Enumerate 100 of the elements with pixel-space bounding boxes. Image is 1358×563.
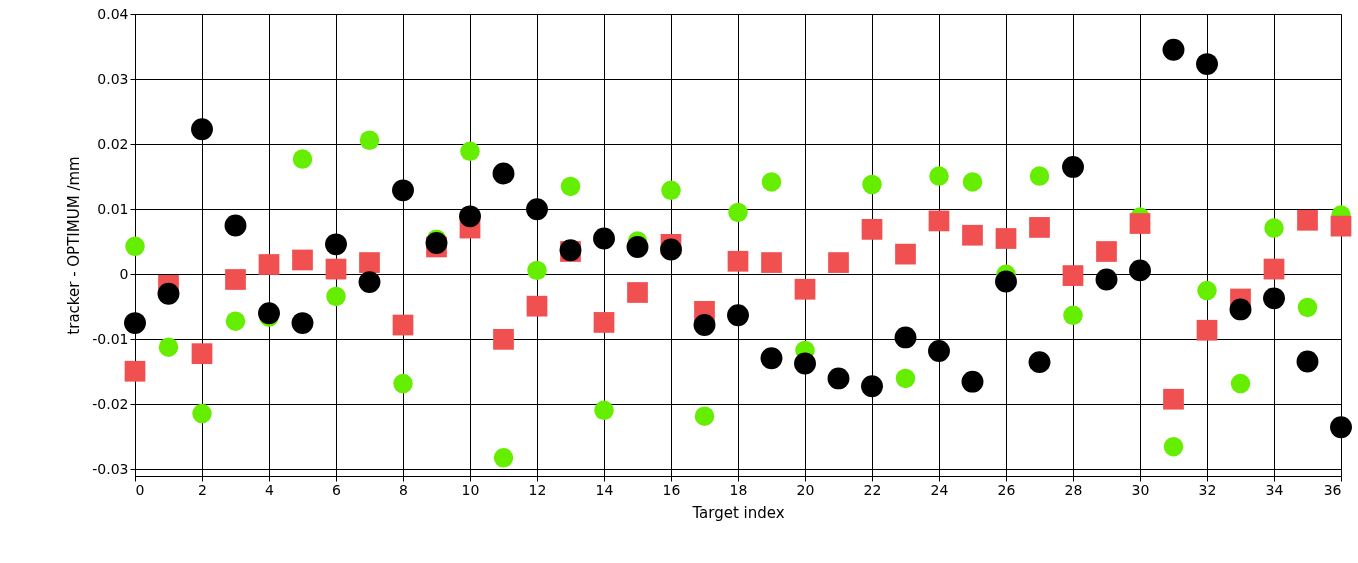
point (358, 271, 381, 294)
point (995, 228, 1017, 249)
point (393, 373, 413, 394)
point (761, 172, 782, 192)
point (359, 130, 380, 150)
y-tick-label: 0.04 (97, 5, 129, 22)
point (492, 162, 515, 185)
x-tick-label: 24 (930, 481, 949, 498)
point (895, 368, 916, 389)
point (325, 258, 347, 280)
point (493, 328, 514, 350)
point (627, 282, 648, 303)
point (928, 210, 950, 232)
point (794, 352, 816, 375)
point (995, 270, 1017, 293)
point (1297, 297, 1318, 318)
point (1095, 268, 1118, 291)
x-tick-label: 2 (198, 481, 207, 498)
point (661, 180, 681, 201)
point (1029, 217, 1050, 238)
point (828, 252, 849, 273)
point (962, 224, 983, 246)
point (1229, 298, 1252, 321)
point (929, 166, 949, 186)
y-tick-label: 0 (119, 265, 129, 282)
point (660, 238, 682, 261)
point (291, 312, 314, 335)
point (325, 233, 347, 256)
point (1297, 209, 1318, 231)
point (1129, 259, 1151, 282)
point (1062, 265, 1084, 286)
point (124, 312, 146, 335)
point (158, 337, 179, 357)
point (192, 403, 212, 424)
point (593, 227, 615, 250)
point (493, 448, 514, 468)
point (225, 269, 246, 290)
point (1029, 166, 1050, 186)
x-tick-label: 32 (1198, 481, 1217, 498)
point (191, 118, 213, 141)
x-tick-label: 18 (729, 481, 748, 498)
point (1263, 287, 1285, 310)
point (1028, 351, 1051, 374)
point (125, 236, 145, 257)
point (460, 141, 480, 162)
point (157, 282, 180, 305)
point (728, 202, 748, 223)
point (827, 367, 850, 390)
point (1196, 319, 1218, 341)
point (1230, 373, 1251, 394)
point (727, 304, 749, 327)
x-tick-label: 36 (1323, 481, 1342, 498)
point (760, 347, 783, 370)
x-tick-label: 14 (595, 481, 614, 498)
point (1163, 436, 1184, 457)
point (895, 243, 916, 265)
y-tick-label: -0.01 (92, 330, 129, 347)
point (1263, 258, 1285, 280)
point (224, 214, 247, 237)
point (1163, 388, 1184, 410)
y-tick-label: 0.03 (97, 70, 129, 87)
point (526, 295, 548, 317)
point (1062, 155, 1084, 178)
point (326, 286, 346, 307)
x-tick-label: 12 (528, 481, 547, 498)
y-tick-label: -0.02 (92, 395, 129, 412)
point (1296, 350, 1319, 373)
x-tick-label: 0 (135, 481, 145, 498)
point (593, 312, 615, 333)
point (1063, 305, 1083, 325)
point (727, 250, 749, 272)
x-tick-label: 28 (1064, 481, 1083, 498)
point (962, 172, 983, 192)
point (459, 205, 481, 228)
y-axis-title: tracker - OPTIMUM /mm (65, 156, 84, 335)
point (1129, 213, 1151, 234)
x-tick-label: 22 (863, 481, 882, 498)
point (527, 260, 547, 281)
x-tick-label: 20 (796, 481, 815, 498)
x-tick-label: 4 (265, 481, 275, 498)
point (191, 343, 213, 365)
x-tick-label: 8 (399, 481, 408, 498)
point (526, 198, 548, 221)
x-tick-label: 10 (461, 481, 480, 498)
point (392, 314, 414, 336)
point (894, 326, 917, 349)
x-tick-label: 16 (662, 481, 681, 498)
point (258, 302, 280, 325)
point (1162, 38, 1185, 61)
y-tick-label: 0.01 (97, 200, 129, 217)
y-tick-label: 0.02 (97, 135, 129, 152)
point (626, 236, 649, 258)
point (292, 249, 313, 271)
point (1197, 280, 1217, 301)
x-tick-label: 6 (332, 481, 342, 498)
x-tick-label: 34 (1265, 481, 1284, 498)
point (862, 174, 882, 195)
point (359, 252, 380, 273)
point (693, 314, 716, 336)
point (861, 375, 883, 398)
